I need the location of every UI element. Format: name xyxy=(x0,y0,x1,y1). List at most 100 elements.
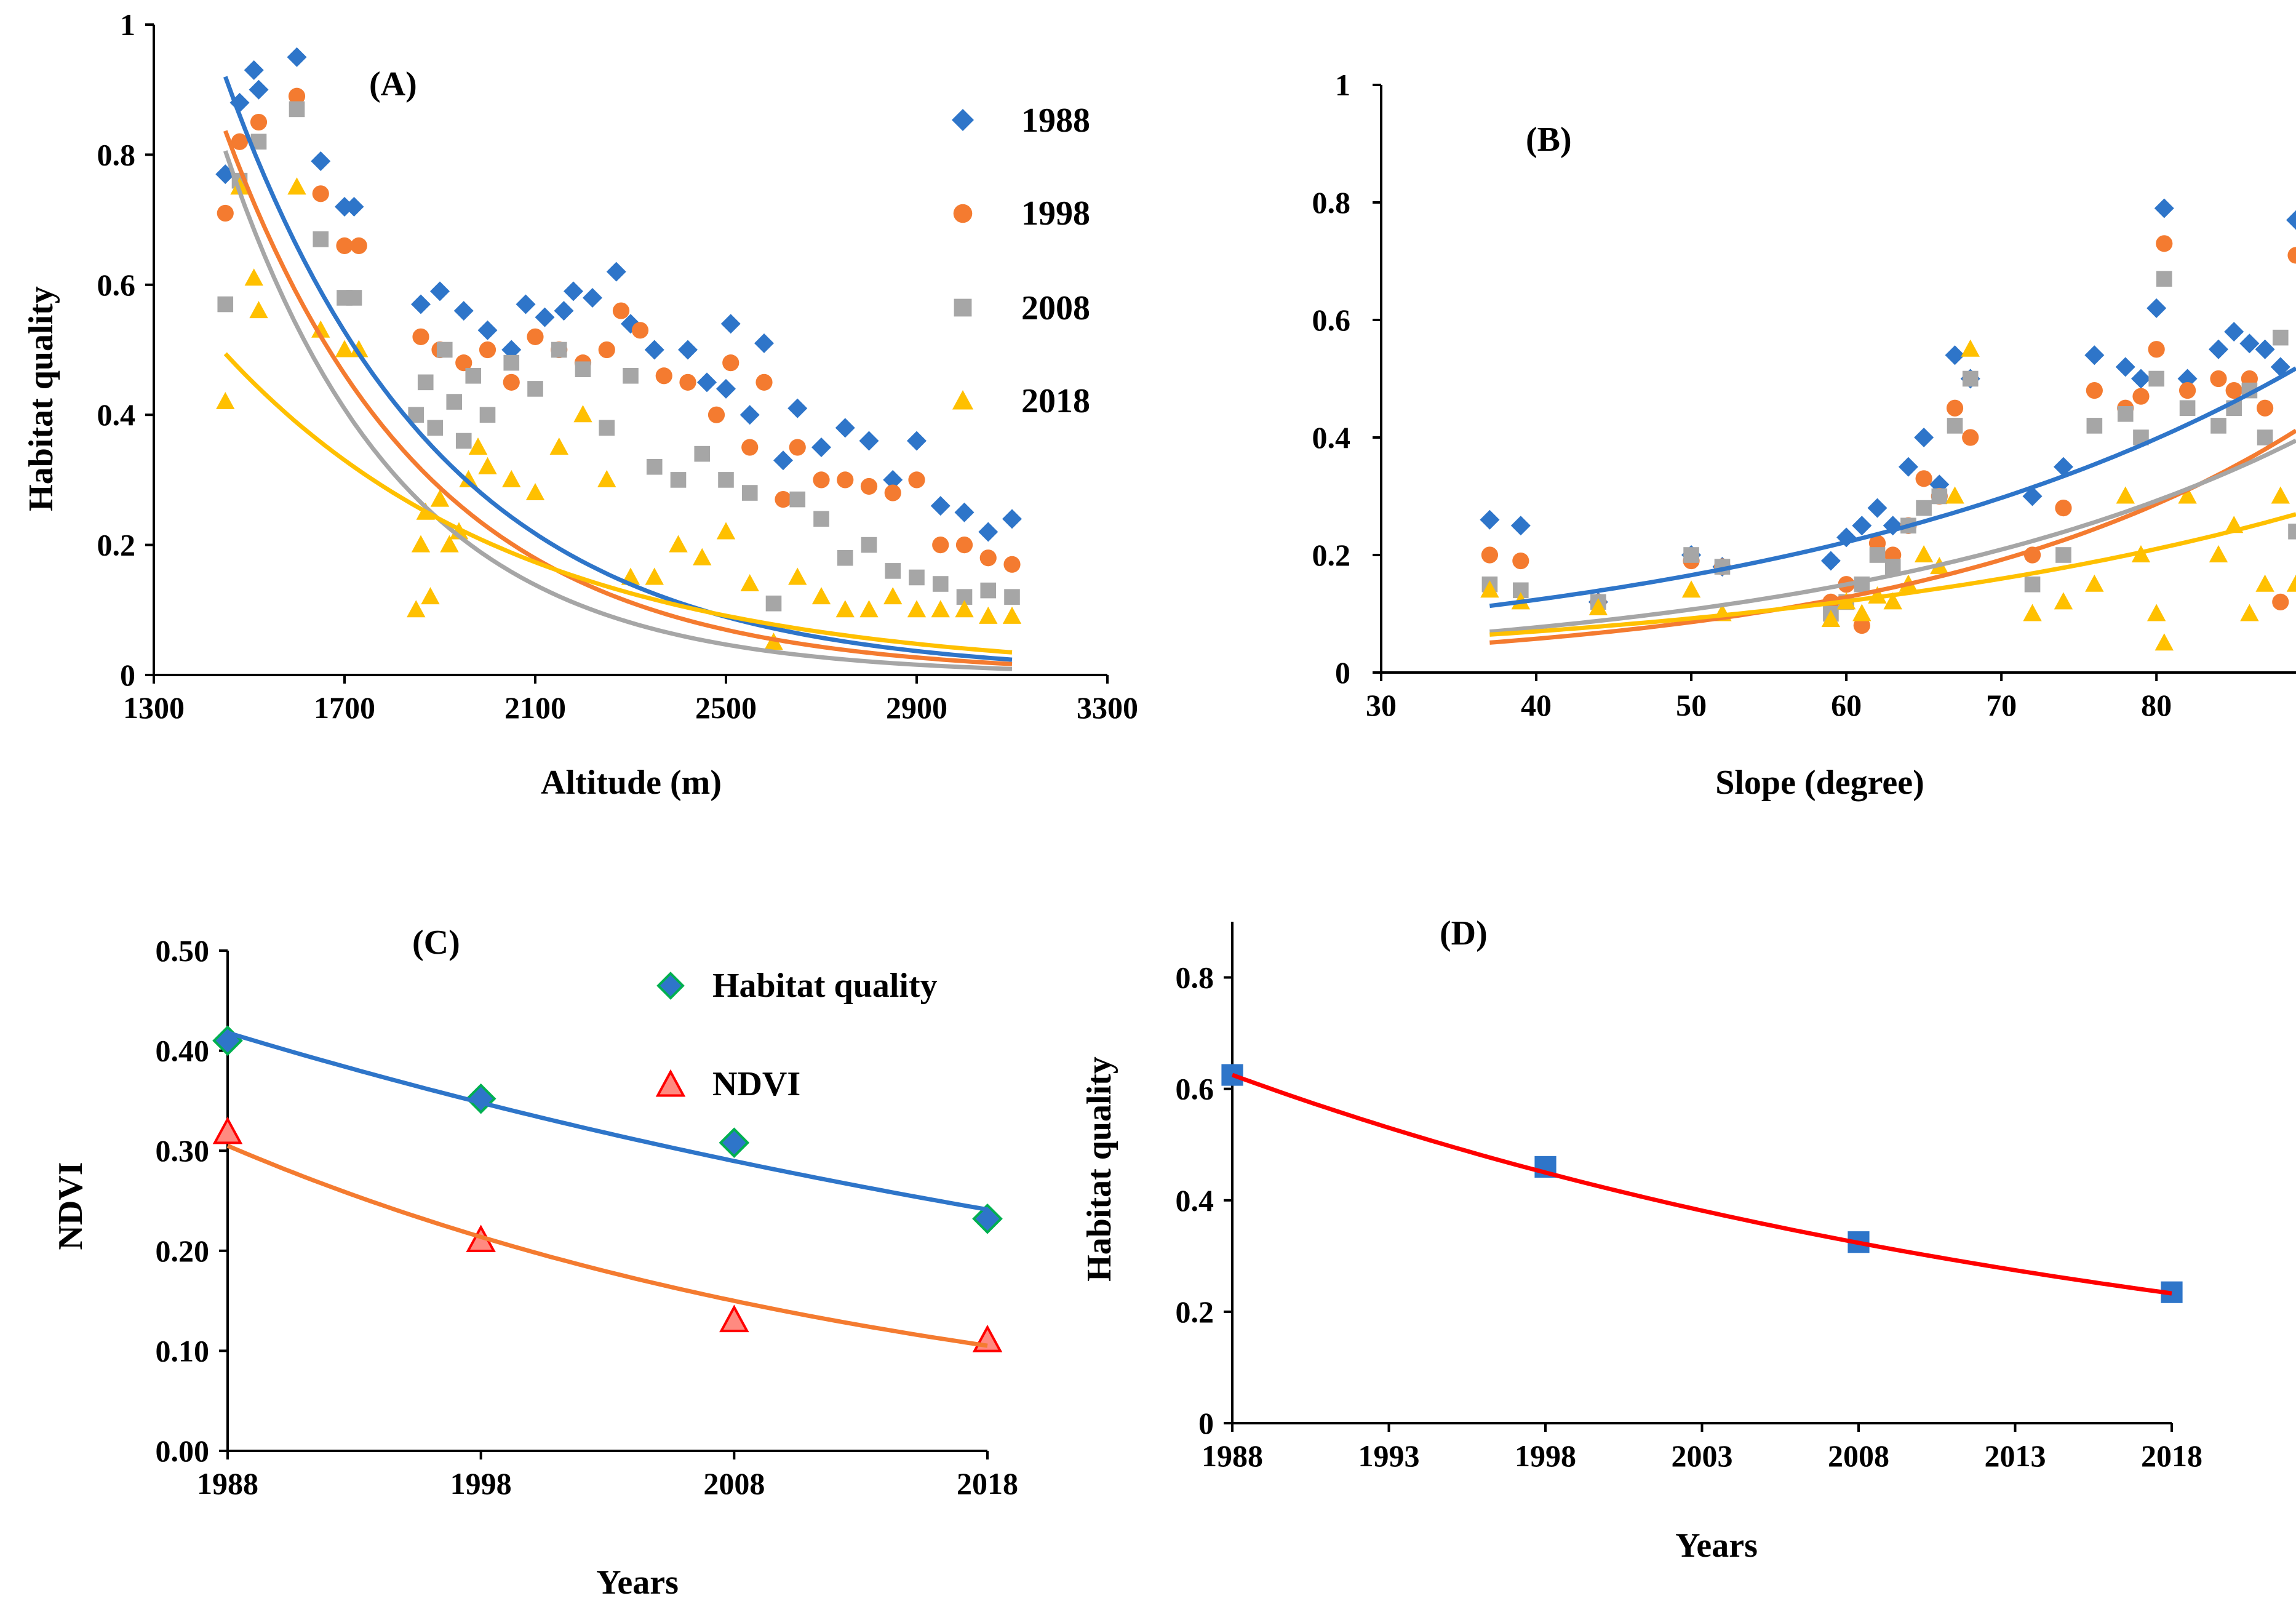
data-point xyxy=(1961,339,1980,357)
data-point xyxy=(1588,597,1608,615)
data-point xyxy=(287,47,307,67)
x-tick-label: 2018 xyxy=(957,1466,1018,1501)
data-point xyxy=(1002,606,1022,624)
trendline-2018 xyxy=(1489,512,2296,637)
data-point xyxy=(2156,235,2173,252)
data-point xyxy=(411,535,431,553)
data-point xyxy=(1945,486,1964,504)
data-point xyxy=(2255,339,2275,359)
data-point xyxy=(250,113,268,131)
data-point xyxy=(2225,382,2242,399)
data-point xyxy=(2132,388,2150,405)
data-point xyxy=(719,1304,749,1333)
data-point xyxy=(554,301,574,321)
data-point xyxy=(287,177,306,195)
data-point xyxy=(1916,500,1932,516)
data-point xyxy=(644,340,664,360)
data-point xyxy=(2257,429,2273,445)
data-point xyxy=(907,431,927,451)
data-point xyxy=(459,469,478,487)
x-tick-label: 40 xyxy=(1521,688,1552,722)
data-point xyxy=(669,535,688,553)
x-tick-label: 2500 xyxy=(695,690,757,725)
x-tick-label: 2100 xyxy=(504,690,566,725)
data-point xyxy=(525,483,545,501)
data-point xyxy=(908,471,925,489)
data-point xyxy=(1962,429,1979,446)
data-point xyxy=(583,287,602,308)
data-point xyxy=(978,522,999,542)
data-point xyxy=(350,237,367,254)
data-point xyxy=(527,381,543,397)
data-point xyxy=(972,1203,1003,1234)
data-point xyxy=(909,569,925,586)
series-habitat-quality xyxy=(1221,1064,2183,1303)
data-point xyxy=(1481,546,1499,564)
y-tick-label: 0.50 xyxy=(156,933,210,968)
data-point xyxy=(2054,592,2073,610)
data-point xyxy=(479,341,496,359)
data-point xyxy=(837,549,853,566)
data-point xyxy=(1867,498,1887,518)
data-point xyxy=(2053,457,2073,477)
data-point xyxy=(2288,524,2296,540)
x-tick-label: 50 xyxy=(1676,688,1707,722)
panel-b-label: (B) xyxy=(1526,121,1572,159)
legend-marker-1998 xyxy=(953,204,973,223)
data-point xyxy=(2209,545,2228,562)
panel-c-ylabel: NDVI xyxy=(52,1162,90,1250)
data-point xyxy=(2115,357,2135,377)
data-point xyxy=(883,587,903,605)
data-point xyxy=(417,374,434,391)
trendline-2008 xyxy=(1489,438,2296,634)
data-point xyxy=(216,392,235,410)
data-point xyxy=(412,328,429,345)
y-tick-label: 0.6 xyxy=(1176,1072,1214,1106)
x-tick-label: 1998 xyxy=(1515,1439,1576,1473)
x-tick-label: 2008 xyxy=(703,1466,765,1501)
x-tick-label: 1300 xyxy=(123,690,185,725)
data-point xyxy=(1914,428,1934,447)
y-tick-label: 0.2 xyxy=(97,528,136,562)
data-point xyxy=(859,600,879,618)
legend-marker-1988 xyxy=(952,109,974,131)
x-tick-label: 2013 xyxy=(1985,1439,2046,1473)
x-tick-label: 30 xyxy=(1366,688,1397,722)
legend-habitat-quality-label: Habitat quality xyxy=(712,967,938,1005)
data-point xyxy=(720,314,741,334)
data-point xyxy=(788,567,807,585)
panel-a-ylabel: Habitat quality xyxy=(22,286,60,511)
series-ndvi xyxy=(212,1116,1003,1352)
x-tick-label: 1988 xyxy=(197,1466,258,1501)
data-point xyxy=(907,600,927,618)
data-point xyxy=(2256,399,2274,417)
data-point xyxy=(739,405,760,425)
data-point xyxy=(1915,470,1932,487)
series-2008 xyxy=(217,101,1020,612)
data-point xyxy=(249,79,269,100)
legend-marker-2018 xyxy=(952,390,974,410)
data-point xyxy=(455,433,472,449)
data-point xyxy=(837,471,854,489)
data-point xyxy=(954,502,975,522)
data-point xyxy=(427,420,444,436)
y-tick-label: 1 xyxy=(120,7,135,42)
x-tick-label: 2008 xyxy=(1828,1439,1889,1473)
data-point xyxy=(741,485,758,501)
data-point xyxy=(2084,345,2105,365)
panel-a-legend: 1988 1998 2008 2018 xyxy=(952,102,1090,420)
data-point xyxy=(2154,633,2174,651)
data-point xyxy=(645,567,664,585)
panel-b: 30 40 50 60 70 80 0 0.2 0.4 0.6 0.8 1 xyxy=(1312,68,2296,722)
data-point xyxy=(2148,370,2164,387)
data-point xyxy=(955,537,973,554)
data-point xyxy=(421,587,440,605)
series-1998 xyxy=(217,87,1021,573)
data-point xyxy=(430,489,450,507)
data-point xyxy=(787,398,808,418)
data-point xyxy=(1004,589,1020,605)
data-point xyxy=(1003,556,1021,573)
panel-c-legend: Habitat quality NDVI xyxy=(655,967,938,1103)
data-point xyxy=(288,87,306,105)
legend-1988-label: 1988 xyxy=(1021,102,1090,140)
